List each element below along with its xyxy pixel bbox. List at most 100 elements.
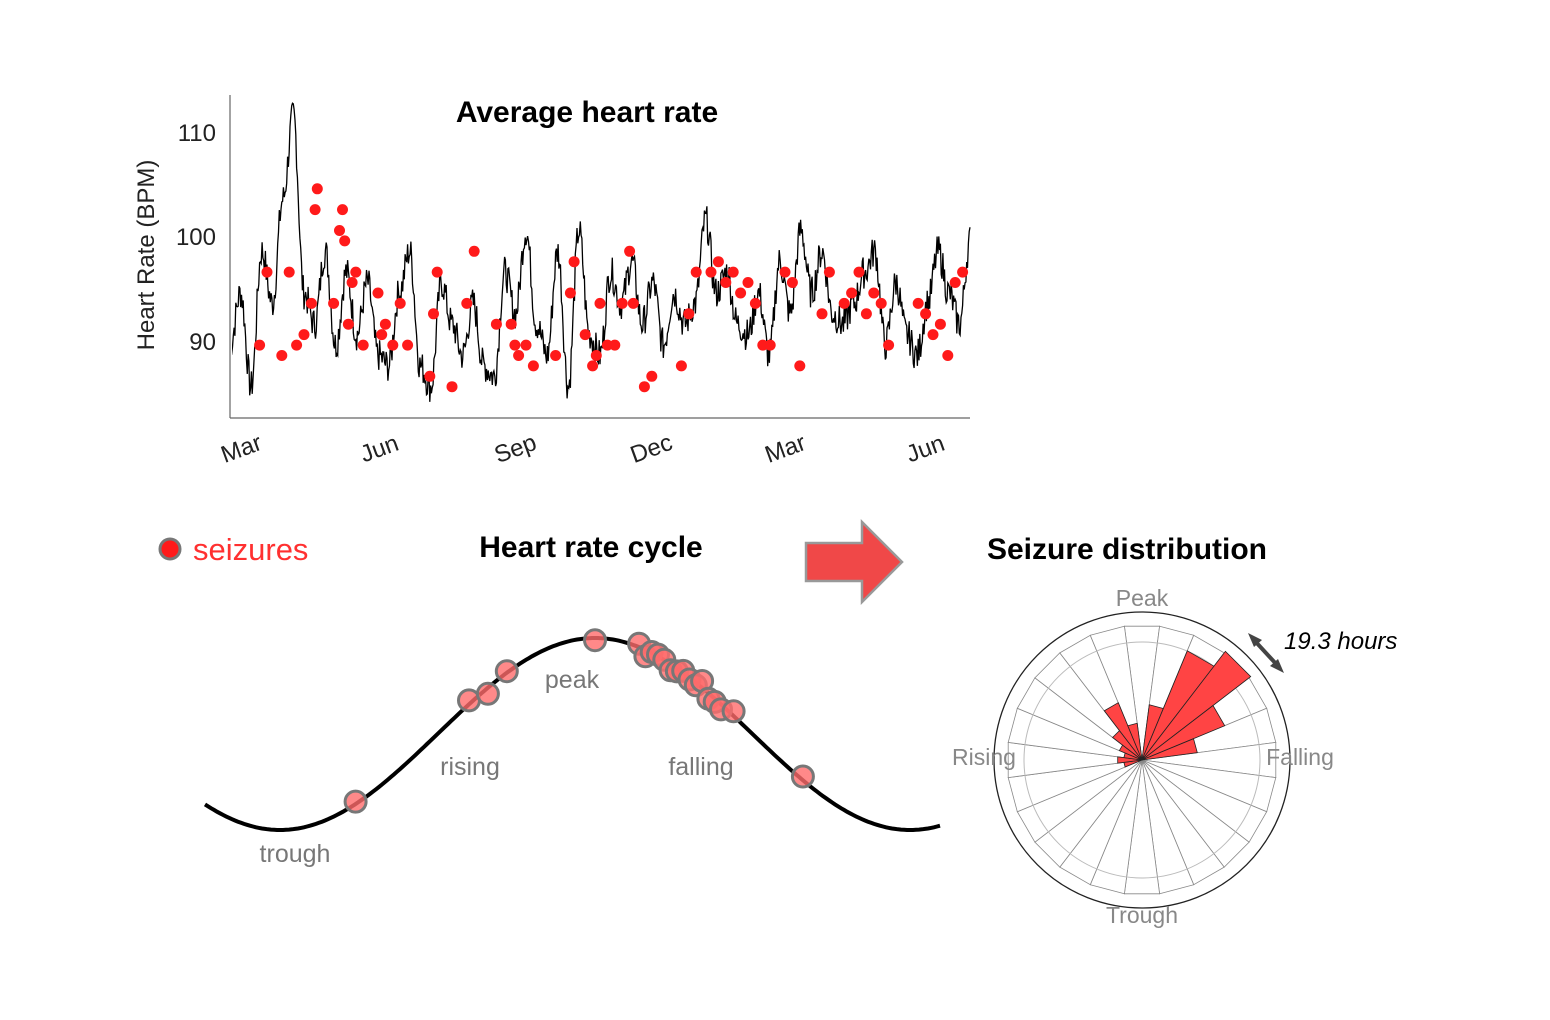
seizure-point [283,266,295,278]
seizure-point [720,277,732,288]
seizure-point [505,318,517,330]
seizure-point [683,308,695,320]
seizure-point [764,339,776,351]
falling-label: falling [668,753,733,781]
seizure-point [646,370,658,382]
seizure-distribution-title: Seizure distribution [987,533,1267,566]
cycle-seizure-point [790,764,815,789]
legend-seizure-marker [158,537,182,561]
seizure-point [520,339,532,351]
cycle-seizure-point [475,681,500,706]
seizure-point [927,329,939,341]
cycle-seizure-point [583,628,607,653]
seizure-point [350,266,362,278]
seizure-point [624,245,636,257]
seizure-point [853,266,865,278]
seizure-point [357,339,369,351]
seizure-point [742,277,754,288]
seizure-point [749,297,761,309]
y-tick-label: 110 [178,120,216,147]
seizure-point [379,318,391,330]
x-tick-label: Dec [627,429,676,469]
cycle-seizure-point [721,699,746,724]
seizure-point [334,225,345,236]
seizure-point [461,297,473,309]
seizure-point [868,287,880,299]
seizure-point [424,370,436,382]
seizure-point [616,297,628,309]
seizure-point [594,297,606,309]
seizure-point [394,297,406,309]
seizure-point [513,350,525,361]
y-tick-label: 100 [176,224,216,251]
polar-falling-label: Falling [1266,744,1334,770]
heart-rate-cycle: Heart rate cycle trough rising peak fall… [203,531,941,868]
x-tick-label: Mar [761,429,809,469]
seizure-point [627,297,639,309]
seizure-point [779,266,791,278]
seizure-point [675,360,687,372]
seizure-point [261,266,273,278]
seizure-point [568,256,580,268]
transition-arrow-icon [804,518,904,606]
seizure-point [638,381,650,393]
seizure-point [712,256,724,268]
seizure-point [372,287,384,299]
polar-rising-label: Rising [952,744,1016,770]
seizure-point [346,277,358,288]
seizure-point [446,381,458,393]
x-tick-label: Sep [491,429,540,469]
seizure-point [509,339,521,351]
seizure-point [705,266,717,278]
seizure-point [298,329,310,341]
legend-seizures-label: seizures [193,532,308,567]
seizure-point [609,339,621,351]
rising-label: rising [440,753,500,781]
seizure-point [860,308,872,320]
seizure-point [311,183,323,195]
seizure-point [309,204,321,216]
cycle-curve [203,636,941,832]
seizure-point [428,308,439,320]
seizure-point [920,308,932,320]
seizure-point [468,245,480,257]
seizure-point [727,266,739,278]
y-axis-label: Heart Rate (BPM) [133,160,160,351]
seizure-distribution: Seizure distribution Peak Rising Falling… [952,533,1397,928]
seizure-point [846,287,858,299]
heart-rate-cycle-title: Heart rate cycle [479,531,702,564]
seizure-point [339,235,351,247]
seizure-point [838,297,850,309]
seizure-point [291,339,303,351]
double-arrow-icon [1248,633,1284,673]
seizure-point [949,277,961,288]
seizure-point [690,266,702,278]
polar-outer-ring [993,611,1291,909]
polar-peak-label: Peak [1116,585,1169,611]
seizure-point [934,318,946,330]
seizure-point [823,266,835,278]
legend: seizures [158,532,308,567]
cycle-seizure-markers [343,628,815,814]
polar-seizure-wedge [1141,738,1198,761]
seizure-point [550,350,562,361]
seizure-point [816,308,828,320]
trough-label: trough [260,840,331,868]
seizure-point [342,318,354,330]
seizure-point [875,297,887,309]
seizure-point [376,329,388,341]
polar-seizure-wedges [1103,650,1252,768]
seizure-point [402,339,414,351]
x-tick-label: Mar [217,429,265,469]
seizure-point [490,318,502,330]
y-tick-label: 90 [189,329,216,356]
seizure-point [786,277,798,288]
seizure-point [431,266,443,278]
seizure-point [276,350,288,361]
heart-rate-chart-title: Average heart rate [456,96,718,129]
seizure-point [735,287,747,299]
seizure-point [942,350,954,361]
seizure-point [883,339,895,351]
seizure-point [254,339,266,351]
